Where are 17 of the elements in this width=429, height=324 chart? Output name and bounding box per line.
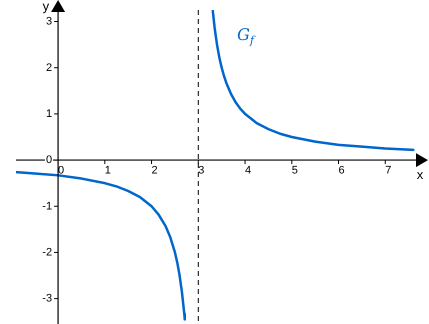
x-tick-label: 1 — [104, 164, 111, 177]
x-tick-label: 3 — [198, 164, 204, 177]
y-tick-label: -1 — [42, 200, 52, 212]
x-tick-label: 6 — [338, 164, 345, 177]
y-tick-label: 1 — [46, 108, 52, 120]
y-axis-title: y — [42, 0, 50, 14]
x-tick-label: 7 — [385, 164, 392, 177]
y-tick-label: 3 — [46, 16, 52, 28]
y-tick-label: -3 — [42, 292, 52, 305]
x-tick-label: 5 — [292, 164, 298, 177]
y-tick-label: -2 — [42, 246, 52, 258]
x-tick-label: 4 — [244, 164, 252, 177]
x-tick-label: 0 — [58, 164, 64, 177]
y-tick-label: 0 — [46, 154, 52, 166]
x-tick-label: 2 — [151, 164, 158, 177]
x-axis-title: x — [416, 167, 424, 182]
y-tick-label: 2 — [46, 62, 52, 74]
